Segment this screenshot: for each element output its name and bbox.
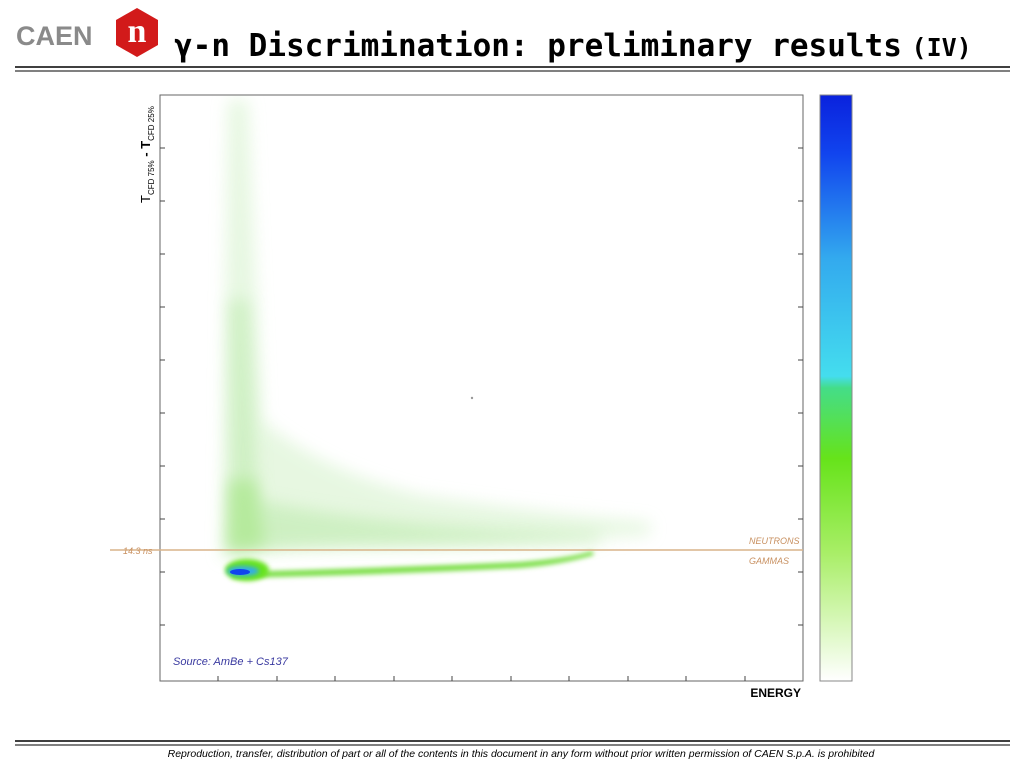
title-suffix: (IV) (912, 33, 972, 62)
x-axis-label: ENERGY (750, 686, 801, 700)
y-axis-label: TCFD 75% - TCFD 25% (138, 106, 156, 203)
plot-frame (159, 94, 804, 682)
source-note: Source: AmBe + Cs137 (173, 656, 289, 668)
slide-title: γ-n Discrimination: preliminary results … (174, 28, 972, 64)
title-main: γ-n Discrimination: preliminary results (174, 28, 902, 64)
y-label-sub: CFD 75% (147, 160, 156, 195)
y-label-sub: CFD 25% (147, 106, 156, 141)
threshold-label: 14.3 ns (123, 546, 153, 556)
axis-ticks (160, 147, 803, 681)
footer-text: Reproduction, transfer, distribution of … (168, 748, 876, 760)
logo-text: CAEN (16, 21, 93, 51)
logo-mark: n (128, 13, 147, 50)
y-label-part: - T (138, 141, 153, 161)
region-label: NEUTRONS (749, 536, 800, 546)
color-bar (819, 94, 853, 682)
region-label: GAMMAS (749, 556, 789, 566)
density-map (160, 95, 803, 681)
y-label-part: T (138, 195, 153, 203)
logo-hexagon (116, 8, 158, 57)
